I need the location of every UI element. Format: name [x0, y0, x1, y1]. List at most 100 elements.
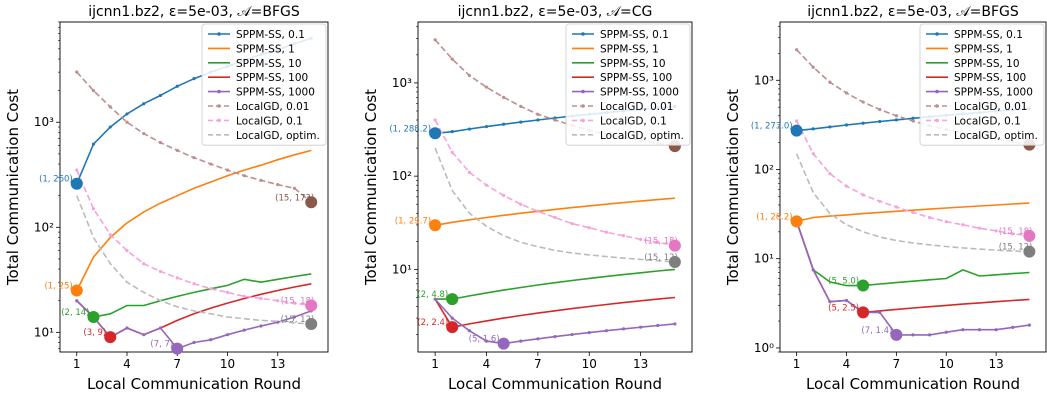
- series-line-1: [76, 149, 312, 291]
- legend-box: [919, 23, 1045, 146]
- series-point: [175, 84, 179, 88]
- series-group: [75, 36, 313, 351]
- legend-box: [565, 23, 691, 146]
- highlight-marker: [429, 219, 442, 232]
- legend-entry: LocalGD, 0.1: [236, 115, 303, 127]
- highlight-marker: [497, 337, 510, 350]
- highlight-marker: [429, 127, 442, 140]
- series-point: [225, 290, 230, 295]
- y-tick-label: 10¹: [392, 262, 412, 276]
- series-point: [553, 215, 557, 220]
- legend-entry: SPPM-SS, 1000: [236, 87, 315, 99]
- series-point: [209, 162, 213, 166]
- legend-entry: SPPM-SS, 1000: [600, 87, 679, 99]
- series-point: [519, 202, 523, 206]
- highlight-marker: [890, 328, 903, 341]
- series-point: [242, 174, 246, 178]
- series-point: [894, 114, 898, 118]
- marker-label: (1, 26.2): [756, 212, 792, 222]
- marker-label: (15, 18): [281, 297, 315, 307]
- x-axis-label: Local Communication Round: [448, 375, 662, 393]
- y-axis-label: Total Communication Cost: [362, 89, 380, 286]
- series-point: [604, 329, 608, 333]
- legend-entry: LocalGD, optim.: [954, 130, 1038, 142]
- series-point: [911, 116, 915, 120]
- series-point: [587, 330, 591, 335]
- series-point: [536, 209, 540, 213]
- series-point: [467, 170, 471, 174]
- highlight-marker: [87, 310, 100, 323]
- x-axis-label: Local Communication Round: [87, 375, 301, 393]
- series-point: [276, 299, 280, 303]
- series-point: [1011, 232, 1015, 236]
- legend: SPPM-SS, 0.1 SPPM-SS, 1 SPPM-SS, 10 SPPM-SS…: [919, 23, 1045, 146]
- x-tick-label: 13: [988, 357, 1003, 371]
- series-point: [961, 328, 965, 332]
- highlight-marker: [305, 318, 318, 331]
- x-tick-label: 1: [431, 357, 439, 371]
- series-point: [276, 182, 280, 187]
- y-tick-label: 10³: [754, 73, 774, 87]
- series-point: [828, 300, 832, 304]
- series-point: [433, 118, 437, 122]
- series-line-3: [434, 296, 675, 329]
- marker-label: (5, 1.6): [469, 335, 500, 345]
- series-point: [450, 57, 454, 61]
- series-point: [91, 142, 96, 146]
- series-point: [158, 141, 163, 145]
- x-tick-label: 7: [893, 357, 901, 371]
- y-tick-label: 10¹: [754, 252, 774, 266]
- series-point: [795, 119, 799, 123]
- series-point: [878, 107, 882, 112]
- chart-panel-3: ijcnn1.bz2, ε=5e-03, 𝒜=BFGS 1 4 7 10 13 10⁰ 10¹…: [724, 4, 1047, 393]
- series-point: [91, 207, 96, 211]
- series-point: [450, 316, 454, 320]
- highlight-marker: [668, 239, 681, 252]
- series-point: [467, 329, 471, 333]
- series-point: [158, 93, 163, 98]
- x-axis-label: Local Communication Round: [806, 375, 1020, 393]
- series-point: [467, 127, 471, 131]
- marker-label: (1, 29.7): [395, 216, 431, 226]
- x-tick-label: 10: [220, 357, 235, 371]
- highlight-marker: [1023, 245, 1036, 258]
- highlight-marker: [446, 321, 459, 334]
- series-point: [125, 326, 129, 330]
- series-point: [861, 100, 865, 104]
- x-tick-label: 1: [73, 357, 81, 371]
- series-point: [878, 310, 882, 315]
- series-point: [911, 119, 915, 123]
- series-point: [844, 184, 849, 188]
- y-tick-label: 10³: [34, 115, 54, 129]
- legend-swatch-dot: [581, 32, 585, 36]
- series-point: [536, 337, 540, 341]
- series-point: [142, 131, 146, 136]
- legend-entry: SPPM-SS, 10: [236, 58, 302, 70]
- series-point: [878, 199, 882, 203]
- series-point: [639, 325, 643, 329]
- series-point: [656, 323, 660, 328]
- x-tick-label: 1: [793, 357, 801, 371]
- series-point: [977, 226, 982, 230]
- series-point: [639, 237, 643, 241]
- legend-box: [201, 23, 327, 146]
- series-point: [292, 301, 297, 305]
- series-point: [553, 335, 557, 339]
- legend-entry: SPPM-SS, 1: [954, 43, 1013, 55]
- legend-entry: SPPM-SS, 10: [954, 58, 1020, 70]
- series-point: [604, 230, 608, 234]
- marker-label: (1, 25): [44, 282, 72, 292]
- series-point: [844, 123, 849, 127]
- series-point: [433, 38, 437, 42]
- series-point: [828, 171, 832, 176]
- series-point: [142, 102, 146, 106]
- legend-entry: LocalGD, 0.01: [954, 101, 1028, 113]
- marker-label: (1, 273.0): [751, 122, 793, 132]
- series-point: [570, 221, 574, 226]
- legend-entry: SPPM-SS, 1000: [954, 87, 1033, 99]
- x-tick-label: 4: [483, 357, 491, 371]
- series-point: [977, 328, 982, 332]
- highlight-marker: [1023, 229, 1036, 242]
- series-point: [1027, 323, 1031, 327]
- series-point: [656, 240, 660, 244]
